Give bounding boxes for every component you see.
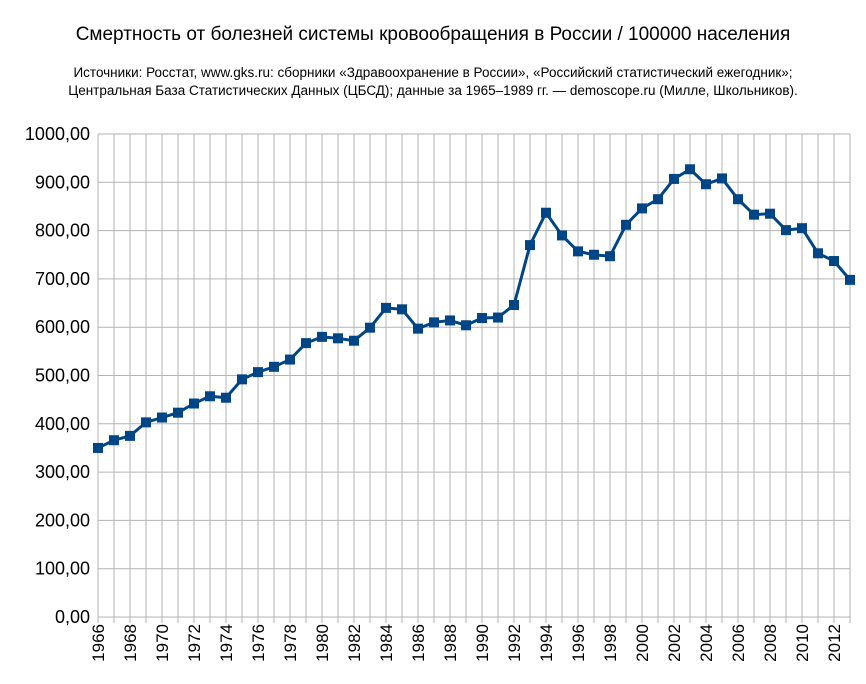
data-point	[237, 374, 247, 385]
chart-subtitle-line1: Источники: Росстат, www.gks.ru: сборники…	[73, 65, 793, 80]
data-point	[157, 412, 167, 423]
x-tick-label: 1994	[537, 624, 556, 662]
data-point	[733, 194, 743, 205]
x-tick-label: 1974	[217, 624, 236, 662]
x-tick-label: 2004	[697, 624, 716, 662]
data-point	[493, 312, 503, 323]
x-tick-label: 1972	[185, 624, 204, 662]
data-point	[525, 240, 535, 251]
x-tick-label: 1978	[281, 624, 300, 662]
data-point	[349, 335, 359, 346]
y-tick-label: 200,00	[35, 510, 90, 530]
x-tick-label: 2000	[633, 624, 652, 662]
x-tick-label: 1984	[377, 624, 396, 662]
x-tick-label: 2002	[665, 624, 684, 662]
data-point	[557, 230, 567, 241]
data-point	[301, 338, 311, 349]
y-tick-label: 1000,00	[25, 124, 90, 144]
series-line	[97, 167, 852, 450]
data-point	[813, 248, 823, 259]
data-point	[445, 315, 455, 326]
data-point	[173, 407, 183, 418]
data-point	[845, 274, 855, 285]
data-point	[669, 173, 679, 184]
x-tick-label: 1976	[249, 624, 268, 662]
data-point	[477, 313, 487, 324]
data-point	[429, 317, 439, 328]
data-point	[701, 179, 711, 190]
data-point	[829, 256, 839, 267]
y-tick-label: 500,00	[35, 366, 90, 386]
y-tick-label: 900,00	[35, 172, 90, 192]
y-tick-label: 800,00	[35, 221, 90, 241]
x-tick-label: 1986	[409, 624, 428, 662]
y-tick-label: 400,00	[35, 414, 90, 434]
data-point	[141, 417, 151, 428]
x-tick-label: 1968	[121, 624, 140, 662]
data-point	[317, 331, 327, 342]
x-tick-label: 2008	[761, 624, 780, 662]
data-point	[797, 223, 807, 234]
x-tick-label: 1966	[89, 624, 108, 662]
y-tick-label: 0,00	[55, 607, 90, 627]
data-point	[765, 208, 775, 219]
data-point	[573, 246, 583, 257]
data-point	[413, 323, 423, 334]
data-point	[269, 361, 279, 372]
data-point	[589, 249, 599, 260]
x-tick-label: 1970	[153, 624, 172, 662]
data-point	[333, 333, 343, 344]
data-point	[461, 320, 471, 331]
data-point	[637, 203, 647, 214]
data-point	[605, 251, 615, 262]
y-tick-label: 600,00	[35, 317, 90, 337]
chart-subtitle-line2: Центральная База Статистических Данных (…	[68, 83, 798, 98]
x-axis-tick-labels: 1966 1968 1970 1972 1974 1976 1978 1980 1982 1984…	[89, 624, 844, 662]
x-tick-label: 2010	[793, 624, 812, 662]
data-point	[749, 209, 759, 220]
x-tick-label: 1980	[313, 624, 332, 662]
x-tick-label: 1992	[505, 624, 524, 662]
x-tick-label: 2012	[825, 624, 844, 662]
data-point	[285, 354, 295, 365]
grid-lines	[97, 133, 851, 623]
data-point	[205, 391, 215, 402]
x-tick-label: 1988	[441, 624, 460, 662]
data-point	[125, 430, 135, 441]
data-point	[541, 207, 551, 218]
data-point	[685, 164, 695, 175]
data-point	[653, 194, 663, 205]
y-tick-label: 700,00	[35, 269, 90, 289]
chart-title: Смертность от болезней системы кровообра…	[75, 24, 791, 45]
x-tick-label: 1990	[473, 624, 492, 662]
series-layer	[93, 164, 855, 453]
y-axis-tick-labels: 0,00 100,00 200,00 300,00 400,00 500,00 600,00…	[25, 124, 90, 627]
x-tick-label: 1998	[601, 624, 620, 662]
data-point	[189, 398, 199, 409]
x-tick-label: 1982	[345, 624, 364, 662]
data-point	[397, 304, 407, 315]
data-point	[717, 173, 727, 184]
data-point	[109, 435, 119, 446]
x-tick-label: 2006	[729, 624, 748, 662]
data-point	[221, 392, 231, 403]
x-tick-label: 1996	[569, 624, 588, 662]
data-point	[253, 367, 263, 378]
y-tick-label: 100,00	[35, 559, 90, 579]
data-point	[93, 442, 103, 453]
data-point	[781, 225, 791, 236]
data-point	[621, 219, 631, 230]
data-point	[381, 302, 391, 313]
data-point	[509, 299, 519, 310]
data-point	[365, 322, 375, 333]
y-tick-label: 300,00	[35, 462, 90, 482]
